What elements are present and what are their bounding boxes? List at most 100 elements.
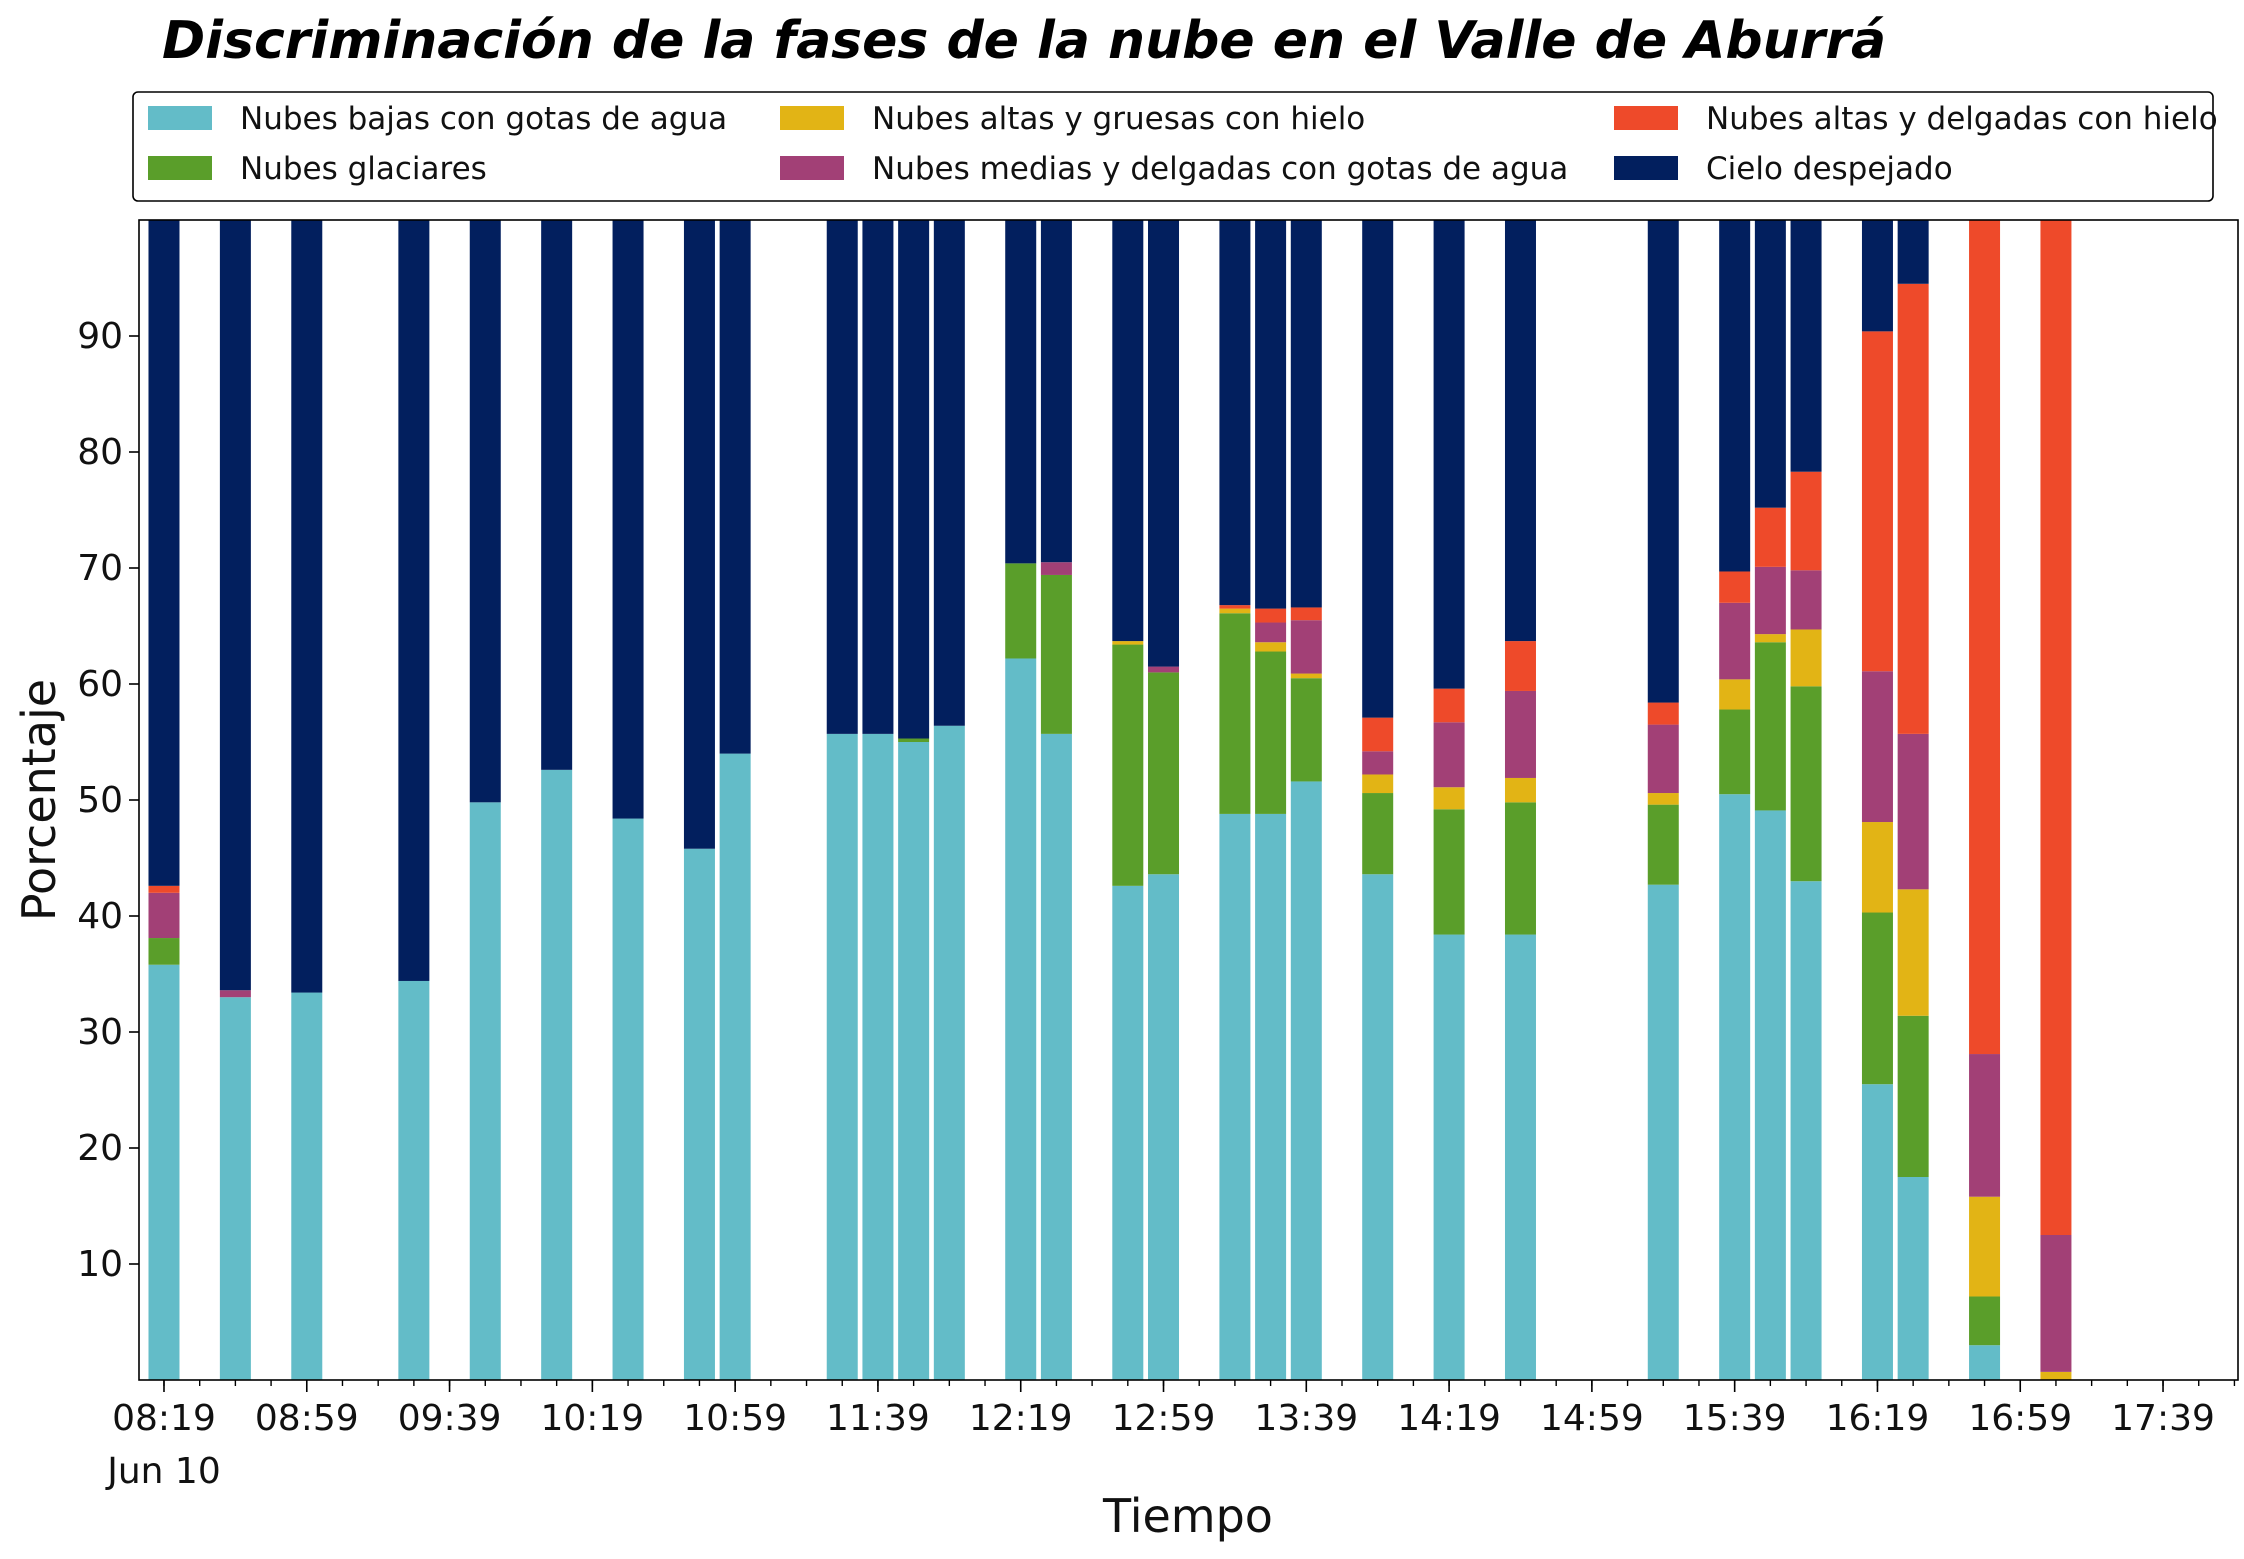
bar-segment-1519-s5 [1647, 220, 1679, 703]
bar-segment-1619-s5 [1861, 220, 1893, 332]
bar-segment-1709-s2 [2040, 1371, 2072, 1380]
bar-segment-1619-s2 [1861, 822, 1893, 913]
bar-segment-1139-s5 [862, 220, 894, 734]
bar-segment-1419-s1 [1433, 809, 1465, 935]
bar-segment-1219-s0 [1005, 658, 1037, 1380]
bar-segment-1249-s1 [1112, 644, 1144, 886]
bar-segment-1139-s0 [862, 733, 894, 1380]
bar-segment-1149-s0 [898, 742, 930, 1380]
legend-swatch [780, 156, 844, 180]
bar-segment-1219-s1 [1005, 563, 1037, 659]
legend-swatch [780, 106, 844, 130]
legend-label: Nubes glaciares [240, 151, 487, 187]
x-tick-label: 12:19 [969, 1398, 1073, 1439]
bar-segment-1059-s0 [719, 753, 751, 1380]
y-axis: 10 20 30 40 50 60 70 80 90 [77, 316, 139, 1285]
bar-segment-1539-s0 [1719, 794, 1751, 1380]
bar-segment-1649-s2 [1969, 1196, 2001, 1297]
bar-segment-1229-s1 [1040, 574, 1072, 734]
x-tick-label: 08:19 [112, 1398, 216, 1439]
bar-segment-1129-s5 [826, 220, 858, 734]
bar-segment-0859-s0 [291, 992, 323, 1380]
legend-label: Nubes bajas con gotas de agua [240, 101, 727, 137]
bar-segment-1009-s0 [541, 769, 573, 1380]
bar-segment-1419-s5 [1433, 220, 1465, 689]
bar-segment-0929-s5 [398, 220, 430, 981]
bar-segment-0819-s0 [148, 964, 180, 1380]
legend-swatch [1614, 106, 1678, 130]
bar-segment-0819-s4 [148, 885, 180, 893]
bar-segment-1359-s1 [1362, 793, 1394, 875]
bar-segment-1029-s0 [612, 818, 644, 1380]
bar-segment-1619-s1 [1861, 912, 1893, 1085]
bar-segment-1559-s1 [1790, 686, 1822, 882]
bar-segment-1249-s2 [1112, 641, 1144, 645]
bar-segment-0839-s0 [219, 997, 251, 1380]
x-tick-label: 14:59 [1540, 1398, 1644, 1439]
bar-segment-1049-s5 [683, 220, 715, 849]
bar-segment-1439-s5 [1504, 220, 1536, 642]
bar-segment-1629-s5 [1897, 220, 1929, 284]
bar-segment-1339-s3 [1290, 620, 1322, 674]
bar-segment-1559-s3 [1790, 570, 1822, 630]
bar-segment-1559-s2 [1790, 629, 1822, 687]
x-tick-label: 11:39 [826, 1398, 930, 1439]
bar-segment-1329-s1 [1255, 651, 1287, 814]
y-tick-label: 30 [77, 1012, 123, 1053]
legend-box [132, 91, 2214, 202]
x-tick-label: 10:59 [683, 1398, 787, 1439]
bar-segment-1339-s4 [1290, 607, 1322, 621]
bar-segment-1229-s3 [1040, 562, 1072, 575]
bar-segment-1649-s3 [1969, 1054, 2001, 1197]
legend-label: Nubes medias y delgadas con gotas de agu… [872, 151, 1568, 187]
bar-segment-1629-s4 [1897, 283, 1929, 734]
bar-segment-1159-s5 [933, 220, 965, 726]
bar-segment-1319-s1 [1219, 613, 1251, 814]
x-tick-label: 17:39 [2111, 1398, 2215, 1439]
bar-segment-1319-s2 [1219, 608, 1251, 614]
bar-segment-1709-s4 [2040, 220, 2072, 1235]
bar-segment-1259-s5 [1148, 220, 1180, 667]
bar-segment-1439-s3 [1504, 690, 1536, 778]
legend-label: Cielo despejado [1706, 151, 1953, 187]
bar-segment-1709-s3 [2040, 1235, 2072, 1372]
bar-segment-1029-s5 [612, 220, 644, 819]
x-tick-label: 10:19 [540, 1398, 644, 1439]
bar-segment-1539-s5 [1719, 220, 1751, 572]
y-tick-label: 90 [77, 316, 123, 357]
bar-segment-1619-s3 [1861, 671, 1893, 823]
x-tick-label: 09:39 [398, 1398, 502, 1439]
bar-segment-1359-s5 [1362, 220, 1394, 718]
bar-segment-1219-s5 [1005, 220, 1037, 564]
bar-segment-0949-s5 [469, 220, 501, 803]
bar-segment-1439-s1 [1504, 802, 1536, 935]
y-tick-label: 60 [77, 664, 123, 705]
bar-segment-1439-s4 [1504, 641, 1536, 691]
bar-segment-1359-s2 [1362, 774, 1394, 794]
bar-segment-1629-s1 [1897, 1015, 1929, 1177]
x-axis: 08:19 Jun 10 08:59 09:39 10:19 10:59 11:39 12:1… [105, 1380, 2236, 1492]
x-tick-label: 08:59 [255, 1398, 359, 1439]
x-axis-label: Tiempo [1102, 1489, 1273, 1543]
bar-segment-1419-s3 [1433, 722, 1465, 788]
bar-segment-1329-s3 [1255, 622, 1287, 643]
bar-segment-1549-s3 [1754, 566, 1786, 635]
bar-segment-1259-s3 [1148, 666, 1180, 673]
bar-segment-1159-s0 [933, 725, 965, 1380]
y-tick-label: 10 [77, 1244, 123, 1285]
bar-segment-1539-s2 [1719, 679, 1751, 710]
bar-segment-1439-s0 [1504, 934, 1536, 1380]
bar-segment-1649-s0 [1969, 1345, 2001, 1380]
bar-segment-1619-s0 [1861, 1084, 1893, 1380]
bar-segment-1619-s4 [1861, 331, 1893, 672]
x-tick-label: 16:59 [1968, 1398, 2072, 1439]
bar-segment-1539-s3 [1719, 602, 1751, 680]
bar-segment-1149-s1 [898, 738, 930, 742]
x-tick-label: 16:19 [1826, 1398, 1930, 1439]
bar-segment-1559-s5 [1790, 220, 1822, 472]
bar-segment-1259-s0 [1148, 874, 1180, 1380]
bar-segment-1549-s4 [1754, 507, 1786, 567]
bar-segment-1539-s1 [1719, 709, 1751, 795]
bar-segment-1519-s4 [1647, 702, 1679, 725]
bar-segment-1339-s1 [1290, 678, 1322, 782]
